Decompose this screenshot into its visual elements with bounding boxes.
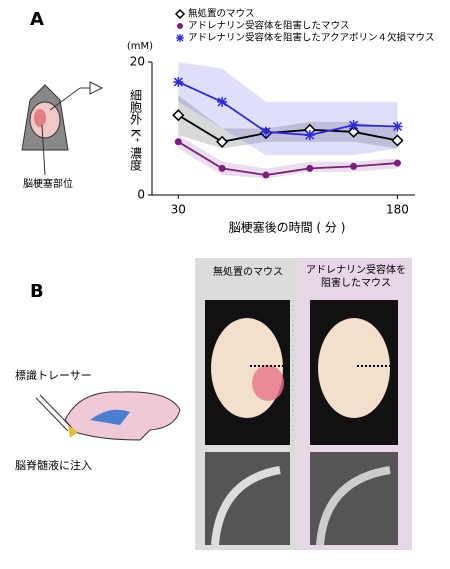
y-tick-label: 0 — [137, 188, 145, 202]
marker — [216, 135, 229, 148]
line — [177, 141, 398, 176]
column-title: アドレナリン受容体を — [306, 263, 406, 276]
y-axis-label: 細胞外 K⁺ 濃度 — [129, 89, 143, 171]
line — [177, 114, 398, 143]
marker — [260, 126, 271, 137]
inject-label: 脳脊髄液に注入 — [15, 458, 92, 472]
legend: 無処置のマウスアドレナリン受容体を阻害したマウスアドレナリン受容体を阻害したアク… — [174, 8, 435, 44]
legend-label: アドレナリン受容体を阻害したマウス — [188, 20, 350, 32]
plot: 0 20 30 180 無処置のマウスアドレナリン受容体を阻害したマウスアドレナリン受容… — [130, 8, 435, 217]
marker — [262, 171, 270, 179]
marker — [392, 121, 403, 132]
marker — [391, 134, 404, 147]
site-label: 脳梗塞部位 — [23, 177, 73, 190]
legend-marker — [177, 23, 183, 29]
legend-marker — [174, 8, 186, 20]
marker — [350, 162, 358, 170]
marker — [393, 159, 401, 167]
marker — [218, 164, 226, 172]
legend-label: 無処置のマウス — [188, 8, 255, 20]
tracer-label: 標識トレーサー — [15, 368, 92, 382]
marker — [217, 96, 228, 107]
brain-photos — [205, 300, 398, 546]
line — [177, 81, 398, 137]
marker — [304, 130, 315, 141]
y-unit: (mM) — [127, 41, 153, 52]
tracer-illustration — [35, 391, 181, 441]
y-tick-label: 20 — [130, 55, 145, 69]
marker — [306, 164, 314, 172]
mouse-illustration — [21, 81, 104, 176]
x-axis-label: 脳梗塞後の時間 ( 分 ) — [229, 220, 346, 235]
panel-label: A — [30, 9, 44, 30]
marker — [347, 125, 360, 138]
legend-marker — [176, 34, 184, 42]
marker — [348, 120, 359, 131]
x-tick-label: 30 — [171, 203, 186, 217]
x-tick-label: 180 — [386, 203, 409, 217]
column-title: 無処置のマウス — [213, 265, 283, 278]
column-title: 阻害したマウス — [321, 276, 391, 289]
legend-label: アドレナリン受容体を阻害したアクアポリン４欠損マウス — [188, 32, 435, 44]
marker — [174, 138, 182, 146]
marker — [172, 109, 185, 122]
panel-label: B — [30, 281, 44, 302]
error-band — [178, 95, 398, 149]
marker — [173, 76, 184, 87]
